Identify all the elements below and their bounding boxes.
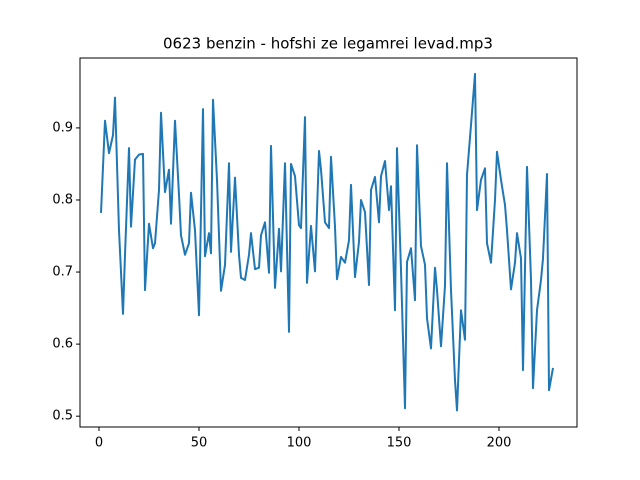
y-tick-label: 0.9 [52, 120, 73, 135]
y-tick-label: 0.5 [52, 409, 73, 424]
chart-title: 0623 benzin - hofshi ze legamrei levad.m… [163, 35, 493, 53]
y-tick-label: 0.7 [52, 265, 73, 280]
x-tick-label: 100 [287, 436, 312, 451]
x-tick-label: 150 [387, 436, 412, 451]
axes-frame [79, 57, 578, 428]
x-tick-label: 200 [487, 436, 512, 451]
x-tick-label: 50 [191, 436, 208, 451]
x-tick-label: 0 [95, 436, 103, 451]
y-tick-label: 0.8 [52, 192, 73, 207]
line [100, 72, 554, 412]
y-tick-label: 0.6 [52, 337, 73, 352]
